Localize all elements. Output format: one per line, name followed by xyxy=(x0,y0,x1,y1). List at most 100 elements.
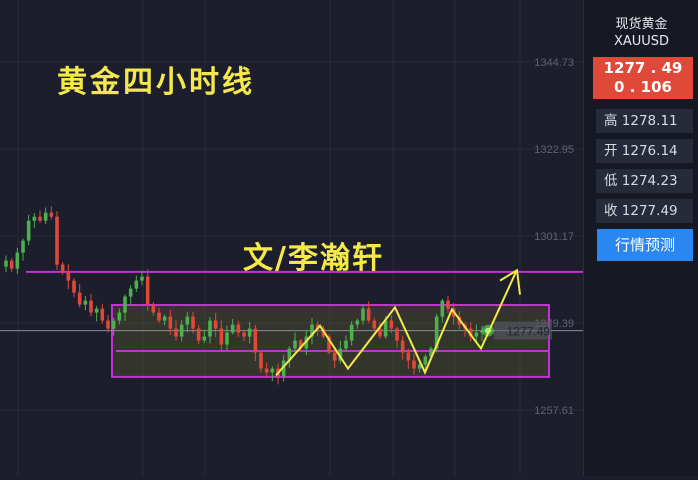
candle-body xyxy=(400,340,405,353)
candle-body xyxy=(264,368,269,373)
candle-body xyxy=(344,340,348,349)
candle xyxy=(270,366,275,382)
candle-body xyxy=(366,308,371,321)
candle xyxy=(179,319,184,342)
candle-body xyxy=(372,320,377,329)
candle-body xyxy=(253,328,258,353)
candle-body xyxy=(145,276,150,305)
candle xyxy=(446,295,450,313)
candle-body xyxy=(72,280,76,293)
candle-body xyxy=(202,336,207,341)
forecast-arrowhead xyxy=(499,268,521,295)
candle-body xyxy=(106,320,110,329)
candle xyxy=(157,307,161,323)
candle xyxy=(168,310,173,335)
candle xyxy=(43,207,48,224)
candle-body xyxy=(134,280,139,289)
candle-body xyxy=(259,352,263,369)
candle-body xyxy=(100,308,105,321)
candle-body xyxy=(66,272,71,281)
candle xyxy=(395,326,399,348)
y-tick-label: 1301.17 xyxy=(534,231,574,243)
candle-body xyxy=(213,320,218,329)
candle xyxy=(72,278,76,298)
candle xyxy=(26,214,31,246)
candle xyxy=(55,211,59,270)
candle xyxy=(4,255,8,273)
candle-body xyxy=(38,216,42,221)
candle xyxy=(123,294,127,321)
instrument-name: 现货黄金 xyxy=(615,17,668,32)
candle-body xyxy=(9,260,14,269)
candle-body xyxy=(417,364,422,369)
stat-open: 开 1276.14 xyxy=(596,139,693,163)
candle-body xyxy=(4,260,8,267)
candle xyxy=(174,320,178,341)
candle xyxy=(412,353,416,375)
candle-body xyxy=(327,336,331,353)
candle xyxy=(247,322,252,344)
candle xyxy=(349,320,354,346)
quote-panel: 现货黄金 XAUUSD 1277 . 49 0 . 106 高 1278.11 … xyxy=(583,0,698,476)
candle xyxy=(332,347,337,369)
candle-body xyxy=(242,332,246,337)
current-price: 1277 . 49 xyxy=(603,59,683,77)
candle-body xyxy=(179,324,184,337)
candle-body xyxy=(332,352,337,361)
candle xyxy=(106,315,110,333)
candle xyxy=(38,210,42,223)
candle-body xyxy=(117,312,122,321)
candle-body xyxy=(208,320,212,337)
current-price-label: 1277.49 xyxy=(507,325,551,339)
candle xyxy=(219,320,224,353)
y-tick-label: 1344.73 xyxy=(534,57,574,69)
candle xyxy=(366,301,371,324)
candle xyxy=(372,317,377,331)
candle xyxy=(111,317,116,336)
candle xyxy=(474,324,479,344)
candle-body xyxy=(423,356,428,365)
candle-body xyxy=(468,328,473,337)
candle-body xyxy=(21,240,25,253)
candle xyxy=(259,350,263,373)
candle-body xyxy=(406,352,411,361)
candle-body xyxy=(429,348,433,357)
candle-body xyxy=(225,332,229,345)
candle-body xyxy=(123,296,127,313)
candle-body xyxy=(49,212,54,217)
candle xyxy=(400,335,405,360)
candle xyxy=(355,318,360,329)
candle-body xyxy=(395,328,399,341)
candle-body xyxy=(287,348,292,361)
candle xyxy=(298,338,303,352)
candle-body xyxy=(151,304,156,313)
candle-body xyxy=(474,332,479,337)
stat-low: 低 1274.23 xyxy=(596,169,693,193)
candle-body xyxy=(140,276,144,281)
candle-body xyxy=(77,292,82,305)
candle-body xyxy=(196,328,201,341)
candle xyxy=(128,285,133,305)
candle-body xyxy=(55,216,59,265)
stat-high: 高 1278.11 xyxy=(596,109,693,133)
candle-body xyxy=(26,220,31,241)
candle xyxy=(242,329,246,341)
candle xyxy=(9,258,14,272)
candle xyxy=(77,284,82,308)
candle-body xyxy=(293,340,297,349)
candle xyxy=(230,318,235,335)
candle-body xyxy=(89,300,93,313)
candle xyxy=(134,275,139,292)
candle-body xyxy=(174,328,178,337)
candle-body xyxy=(43,212,48,221)
candle xyxy=(15,247,20,274)
candle-body xyxy=(162,316,167,321)
candle xyxy=(440,298,445,323)
candle xyxy=(213,312,218,338)
candle-body xyxy=(230,324,235,333)
candle xyxy=(151,302,156,316)
price-chart[interactable]: 1344.73 1322.95 1301.17 1279.39 1257.61 1277.… xyxy=(0,0,583,476)
market-forecast-button[interactable]: 行情预测 xyxy=(597,229,693,261)
candle-body xyxy=(94,308,99,313)
candle xyxy=(361,305,365,325)
